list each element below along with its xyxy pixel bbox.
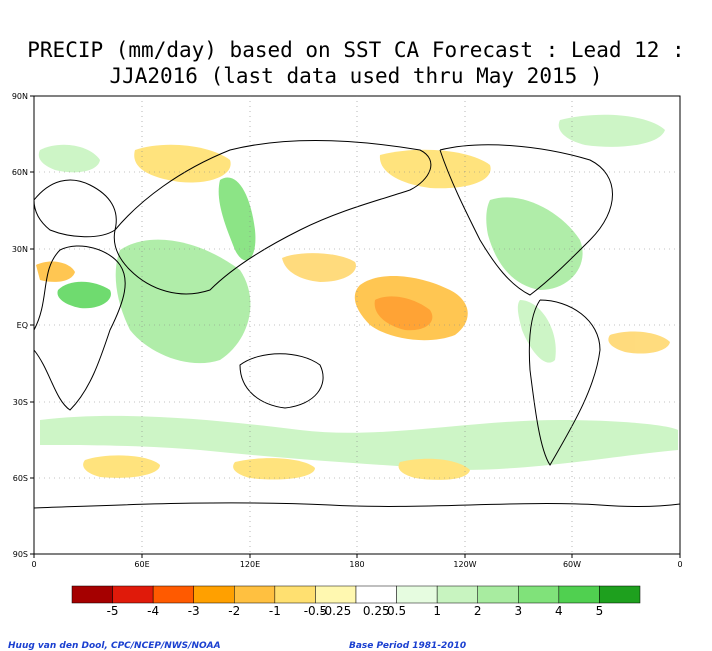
legend-label: -0.25 [320, 604, 352, 618]
lon-label-180: 180 [349, 560, 365, 569]
lat-label-90s: 90S [12, 550, 28, 559]
legend-swatch [599, 585, 641, 604]
legend-swatch [193, 585, 235, 604]
lat-label-60n: 60N [11, 168, 28, 177]
legend-swatch [436, 585, 478, 604]
legend-swatch [234, 585, 276, 604]
legend-swatch [112, 585, 154, 604]
legend-swatch [355, 585, 397, 604]
legend-swatch [396, 585, 438, 604]
coastlines [33, 140, 681, 509]
legend-label: -3 [187, 604, 200, 618]
legend-label: 4 [555, 604, 563, 618]
lon-label-60w: 60W [562, 560, 582, 569]
lat-label-60s: 60S [12, 474, 28, 483]
legend-swatch [477, 585, 519, 604]
legend-label: -5 [106, 604, 119, 618]
legend-label: -1 [268, 604, 281, 618]
antarctica-outline [33, 502, 681, 509]
legend-swatch [71, 585, 113, 604]
legend-swatch [274, 585, 316, 604]
base-period: Base Period 1981-2010 [349, 641, 467, 651]
legend-label: 3 [514, 604, 523, 618]
legend-colorbar [71, 585, 641, 604]
north-america-outline [439, 144, 613, 296]
legend-swatch [152, 585, 194, 604]
legend-label: 2 [473, 604, 482, 618]
lon-label-0: 0 [31, 560, 37, 569]
legend-label: 0.25 [362, 604, 390, 618]
asia-outline [113, 140, 432, 295]
legend-label: -2 [228, 604, 241, 618]
australia-outline [239, 353, 324, 409]
south-america-outline [528, 299, 601, 466]
lat-label-30n: 30N [11, 245, 28, 254]
lon-label-120e: 120E [239, 560, 261, 569]
legend-swatch [558, 585, 600, 604]
africa-outline [33, 245, 126, 411]
lon-label-0-east: 0 [677, 560, 683, 569]
chart-title-line1: PRECIP (mm/day) based on SST CA Forecast… [27, 38, 685, 62]
legend-label: 1 [433, 604, 441, 618]
lon-label-60e: 60E [134, 560, 150, 569]
legend-label: 5 [595, 604, 604, 618]
chart-title-line2: JJA2016 (last data used thru May 2015 ) [109, 64, 603, 88]
legend-label: -4 [147, 604, 160, 618]
lon-label-120w: 120W [453, 560, 477, 569]
precip-anomaly-shading [36, 114, 678, 480]
legend-swatch [518, 585, 560, 604]
credit-author: Huug van den Dool, CPC/NCEP/NWS/NOAA [8, 641, 221, 651]
lat-label-eq: EQ [16, 321, 28, 330]
legend-label: -0.5 [303, 604, 328, 618]
lat-label-90n: 90N [11, 92, 28, 101]
lat-label-30s: 30S [12, 398, 28, 407]
legend-swatch [315, 585, 357, 604]
axis-ticks [30, 95, 681, 558]
legend-label: 0.5 [387, 604, 407, 618]
